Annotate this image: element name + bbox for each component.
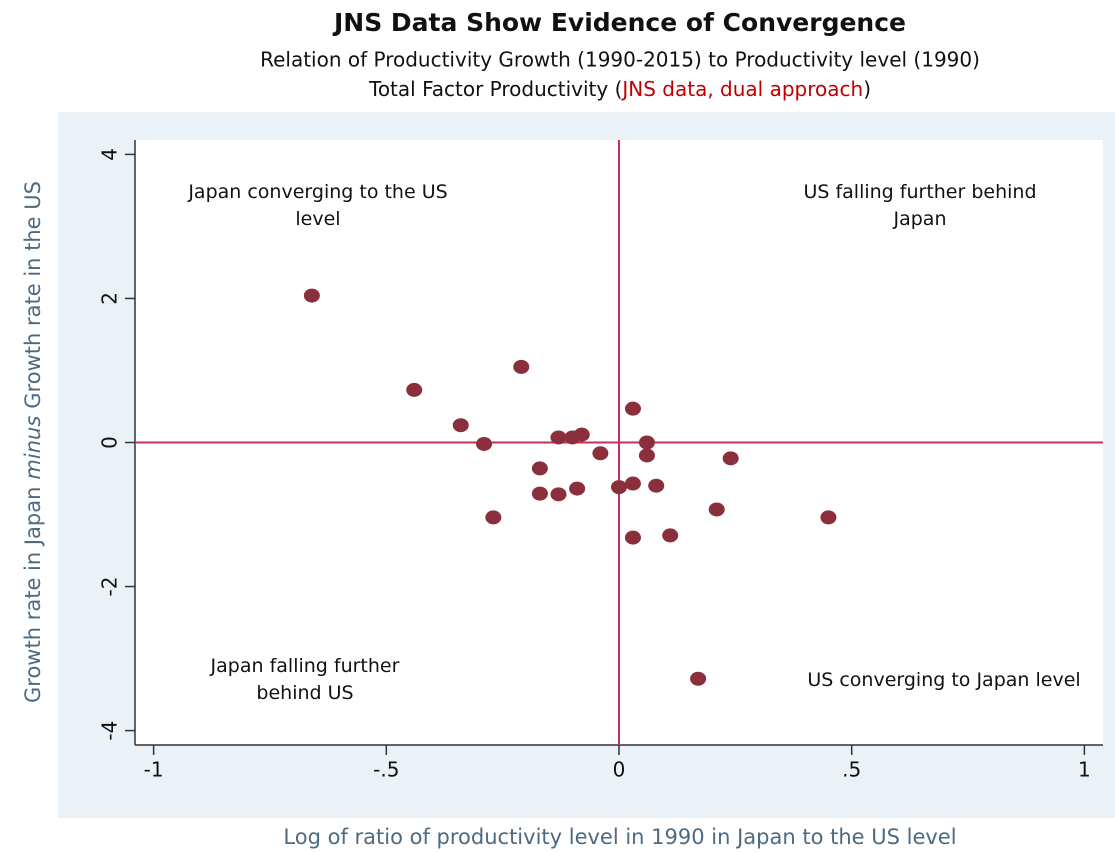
annotation: Japan falling further behind US — [210, 655, 400, 704]
x-tick-label: -1 — [144, 758, 164, 782]
x-tick-label: 1 — [1078, 758, 1091, 782]
x-tick-label: .5 — [842, 758, 861, 782]
point — [592, 446, 609, 461]
annotation: US falling further behind Japan — [803, 181, 1036, 230]
point — [485, 510, 502, 525]
subtitle-part: Total Factor Productivity ( — [368, 77, 622, 101]
annotation-line: Japan — [893, 208, 947, 230]
subtitle: Total Factor Productivity (JNS data, dua… — [368, 77, 871, 101]
point — [550, 430, 567, 445]
point — [662, 528, 679, 543]
point — [569, 481, 586, 496]
y-tick-label: 0 — [98, 436, 122, 449]
point — [722, 451, 739, 466]
point — [303, 288, 320, 303]
point — [550, 487, 567, 502]
y-tick-label: 4 — [98, 148, 122, 161]
point — [708, 502, 725, 517]
point — [611, 480, 627, 495]
x-tick-label: 0 — [613, 758, 626, 782]
annotation-line: Japan converging to the US — [187, 181, 447, 203]
point — [513, 359, 530, 374]
point — [624, 401, 641, 416]
y-tick-label: -2 — [98, 577, 122, 597]
point — [573, 427, 590, 442]
y-axis-title-part: Growth rate in Japan — [21, 487, 45, 703]
point — [531, 486, 548, 501]
y-axis-title: Growth rate in Japan minus Growth rate in … — [21, 181, 45, 703]
point — [624, 476, 641, 491]
point — [820, 510, 837, 525]
point — [638, 448, 655, 463]
annotation: US converging to Japan level — [807, 669, 1080, 691]
point — [406, 382, 423, 397]
y-tick-label: -4 — [98, 721, 122, 741]
annotation-line: US falling further behind — [803, 181, 1036, 203]
annotation-line: Japan falling further — [210, 655, 400, 677]
subtitle: Relation of Productivity Growth (1990-20… — [260, 48, 980, 72]
y-axis-title-part: minus — [21, 416, 45, 480]
point — [624, 530, 641, 545]
point — [638, 435, 655, 450]
x-tick-label: -.5 — [373, 758, 399, 782]
chart-title: JNS Data Show Evidence of Convergence — [332, 8, 906, 37]
point — [648, 478, 665, 493]
annotation-line: level — [295, 208, 340, 230]
point — [690, 671, 707, 686]
point — [531, 461, 548, 476]
x-axis-title: Log of ratio of productivity level in 19… — [283, 825, 956, 849]
y-axis-title-part: Growth rate in the US — [21, 181, 45, 409]
point — [452, 418, 469, 433]
annotation: Japan converging to the US level — [187, 181, 447, 230]
y-tick-label: 2 — [98, 292, 122, 305]
subtitle-part: ) — [863, 77, 871, 101]
point — [476, 436, 493, 451]
annotation-line: behind US — [256, 682, 353, 704]
annotation-line: US converging to Japan level — [807, 669, 1080, 691]
subtitle-highlight: JNS data, dual approach — [620, 77, 863, 101]
